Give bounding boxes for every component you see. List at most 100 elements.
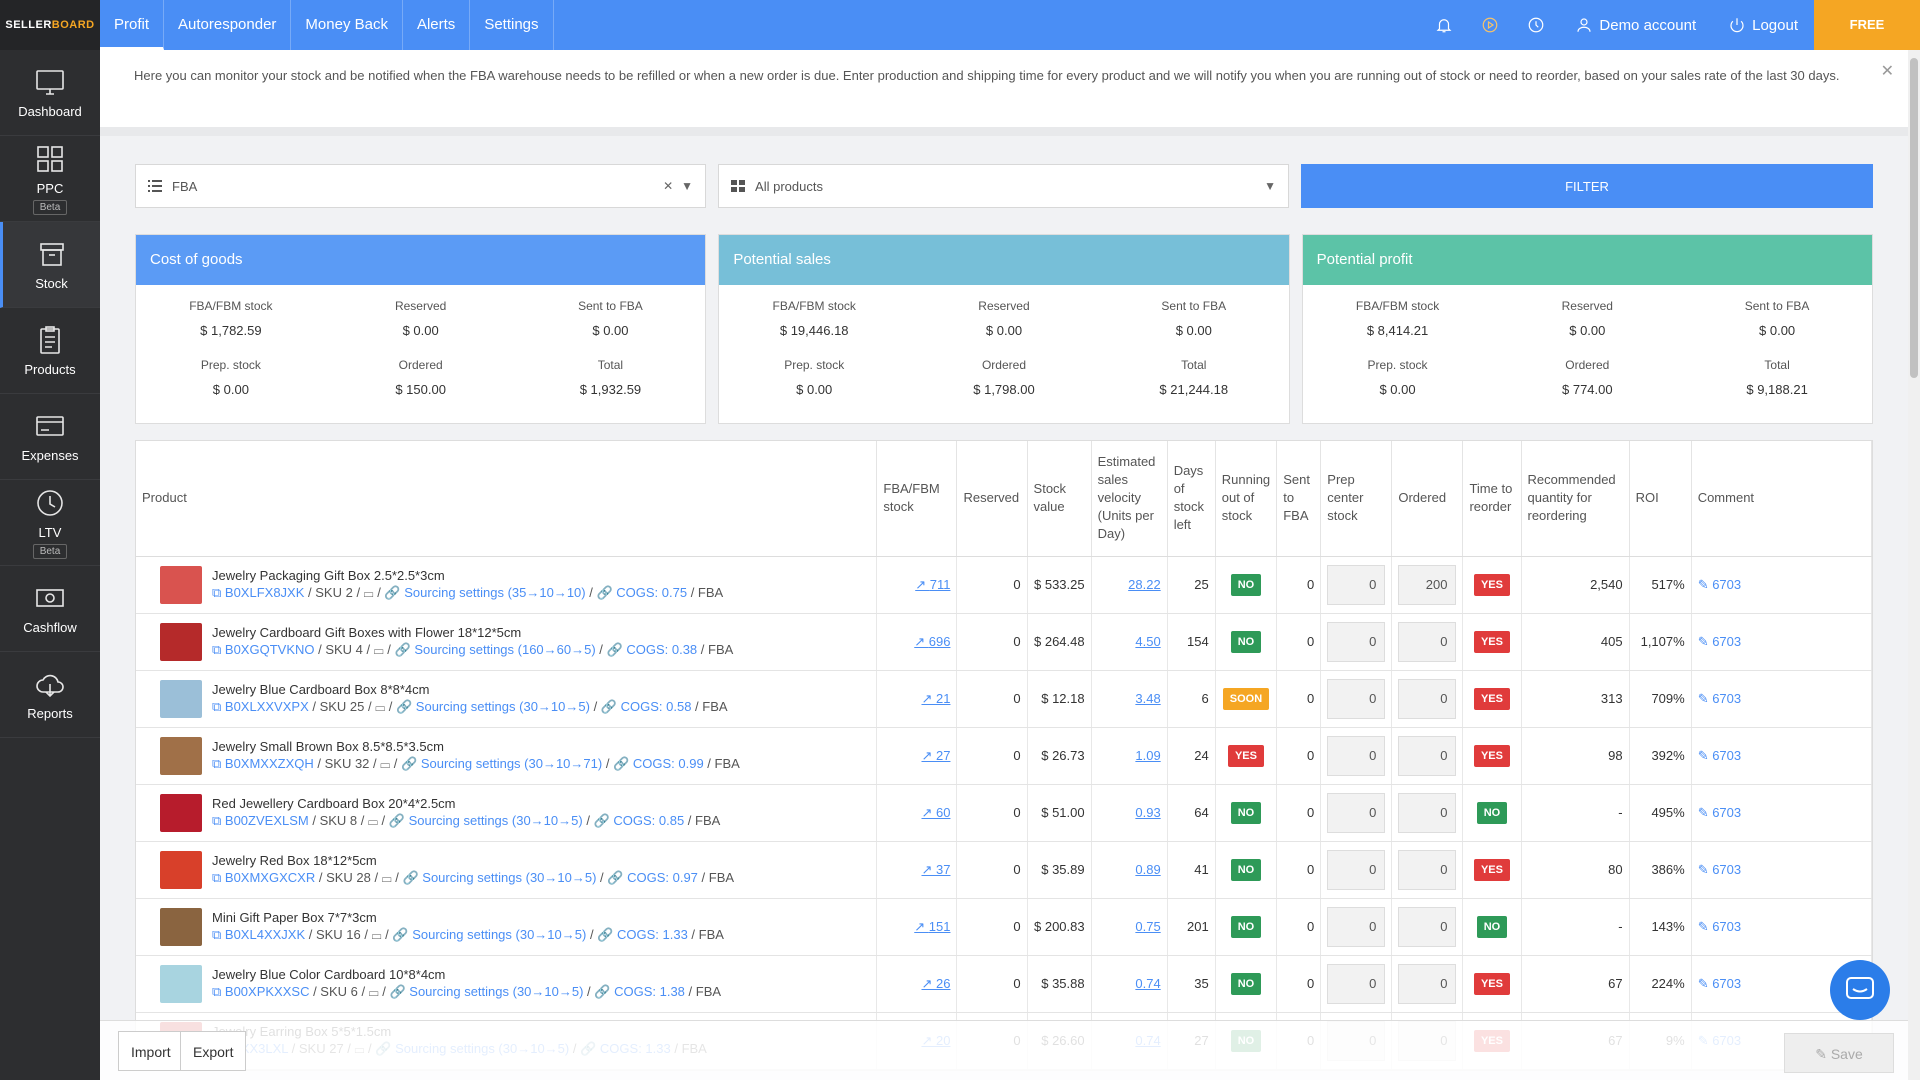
velocity-link[interactable]: 4.50 bbox=[1135, 634, 1161, 649]
sidebar-item-stock[interactable]: Stock bbox=[0, 222, 100, 308]
metric-label: Total bbox=[1764, 358, 1790, 372]
prep-center-stock-input[interactable]: 0 bbox=[1327, 963, 1386, 1004]
asin-link[interactable]: ⧉ B0XMXGXCXR bbox=[212, 870, 316, 885]
ordered-input[interactable]: 0 bbox=[1398, 849, 1457, 890]
asin-link[interactable]: ⧉ B00XPKXXSC bbox=[212, 984, 310, 999]
logout-link[interactable]: Logout bbox=[1712, 16, 1814, 34]
column-header[interactable]: Estimated sales velocity (Units per Day) bbox=[1091, 441, 1168, 557]
velocity-link[interactable]: 1.09 bbox=[1135, 748, 1161, 763]
prep-center-stock-input[interactable]: 0 bbox=[1327, 792, 1386, 833]
ordered-input[interactable]: 0 bbox=[1398, 963, 1457, 1004]
sourcing-settings-link[interactable]: 🔗 Sourcing settings (30→10→5) bbox=[395, 699, 590, 714]
asin-link[interactable]: ⧉ B0XL4XXJXK bbox=[212, 927, 306, 942]
stock-history-link[interactable]: ↗ 711 bbox=[915, 576, 951, 592]
clock-icon[interactable] bbox=[1527, 16, 1545, 34]
sidebar-item-cashflow[interactable]: Cashflow bbox=[0, 566, 100, 652]
cogs-link[interactable]: 🔗 COGS: 0.85 bbox=[593, 813, 685, 828]
products-select[interactable]: All products ▼ bbox=[718, 164, 1290, 208]
stock-history-link[interactable]: ↗ 21 bbox=[921, 690, 951, 706]
ordered-input[interactable]: 0 bbox=[1398, 621, 1457, 662]
sourcing-settings-link[interactable]: 🔗 Sourcing settings (30→10→71) bbox=[401, 756, 603, 771]
ordered-input[interactable]: 0 bbox=[1398, 735, 1457, 776]
cogs-link[interactable]: 🔗 COGS: 0.75 bbox=[596, 585, 688, 600]
chevron-down-icon[interactable]: ▼ bbox=[1264, 179, 1277, 193]
play-icon[interactable] bbox=[1481, 16, 1499, 34]
sourcing-settings-link[interactable]: 🔗 Sourcing settings (30→10→5) bbox=[388, 813, 583, 828]
tab-money-back[interactable]: Money Back bbox=[291, 0, 403, 50]
free-trial-button[interactable]: FREE TRIAL bbox=[1814, 0, 1920, 82]
comment-link[interactable]: ✎ 6703 bbox=[1697, 861, 1742, 877]
comment-link[interactable]: ✎ 6703 bbox=[1697, 690, 1742, 706]
sourcing-settings-link[interactable]: 🔗 Sourcing settings (35→10→10) bbox=[384, 585, 586, 600]
ordered-input[interactable]: 200 bbox=[1398, 564, 1457, 605]
sourcing-settings-link[interactable]: 🔗 Sourcing settings (30→10→5) bbox=[392, 927, 587, 942]
comment-link[interactable]: ✎ 6703 bbox=[1697, 918, 1742, 934]
cogs-link[interactable]: 🔗 COGS: 0.58 bbox=[600, 699, 692, 714]
velocity-link[interactable]: 3.48 bbox=[1135, 691, 1161, 706]
save-button[interactable]: ✎ Save bbox=[1784, 1033, 1894, 1073]
tab-profit[interactable]: Profit bbox=[100, 0, 165, 50]
comment-link[interactable]: ✎ 6703 bbox=[1697, 747, 1742, 763]
stock-history-link[interactable]: ↗ 26 bbox=[921, 975, 951, 991]
cogs-link[interactable]: 🔗 COGS: 1.33 bbox=[597, 927, 688, 942]
stock-history-link[interactable]: ↗ 37 bbox=[921, 861, 951, 877]
asin-link[interactable]: ⧉ B0XLXXVXPX bbox=[212, 699, 309, 714]
reserved-value: 0 bbox=[956, 955, 1028, 1013]
velocity-link[interactable]: 0.89 bbox=[1135, 862, 1161, 877]
asin-link[interactable]: ⧉ B0XMXXZXQH bbox=[212, 756, 314, 771]
scrollbar-thumb[interactable] bbox=[1910, 58, 1918, 378]
tab-settings[interactable]: Settings bbox=[470, 0, 554, 50]
cogs-link[interactable]: 🔗 COGS: 1.38 bbox=[594, 984, 685, 999]
velocity-link[interactable]: 0.93 bbox=[1135, 805, 1161, 820]
tab-autoresponder[interactable]: Autoresponder bbox=[164, 0, 292, 50]
prep-center-stock-input[interactable]: 0 bbox=[1327, 678, 1386, 719]
prep-center-stock-input[interactable]: 0 bbox=[1327, 849, 1386, 890]
prep-center-stock-input[interactable]: 0 bbox=[1327, 735, 1386, 776]
cogs-link[interactable]: 🔗 COGS: 0.97 bbox=[607, 870, 698, 885]
sidebar-item-reports[interactable]: Reports bbox=[0, 652, 100, 738]
sidebar-item-ltv[interactable]: LTV Beta bbox=[0, 480, 100, 566]
sidebar-item-expenses[interactable]: Expenses bbox=[0, 394, 100, 480]
ordered-input[interactable]: 0 bbox=[1398, 678, 1457, 719]
stock-history-link[interactable]: ↗ 27 bbox=[921, 747, 951, 763]
export-button[interactable]: Export bbox=[180, 1031, 247, 1071]
import-button[interactable]: Import bbox=[118, 1031, 184, 1071]
sidebar-item-ppc[interactable]: PPC Beta bbox=[0, 136, 100, 222]
tab-alerts[interactable]: Alerts bbox=[403, 0, 471, 50]
prep-center-stock-input[interactable]: 0 bbox=[1327, 906, 1386, 947]
ordered-input[interactable]: 0 bbox=[1398, 792, 1457, 833]
demo-account-link[interactable]: Demo account bbox=[1559, 16, 1712, 34]
asin-link[interactable]: ⧉ B0XGQTVKNO bbox=[212, 642, 315, 657]
bell-icon[interactable] bbox=[1435, 16, 1453, 34]
close-icon[interactable]: ✕ bbox=[1880, 63, 1894, 80]
stock-history-link[interactable]: ↗ 151 bbox=[914, 918, 951, 934]
fulfillment-select[interactable]: FBA ✕ ▼ bbox=[135, 164, 707, 208]
sidebar-item-products[interactable]: Products bbox=[0, 308, 100, 394]
prep-center-stock-input[interactable]: 0 bbox=[1327, 621, 1386, 662]
chevron-down-icon[interactable]: ▼ bbox=[681, 179, 694, 193]
sourcing-settings-link[interactable]: 🔗 Sourcing settings (30→10→5) bbox=[402, 870, 597, 885]
stock-history-link[interactable]: ↗ 60 bbox=[921, 804, 951, 820]
chat-button[interactable] bbox=[1830, 960, 1890, 1020]
sourcing-settings-link[interactable]: 🔗 Sourcing settings (160→60→5) bbox=[394, 642, 596, 657]
prep-center-stock-input[interactable]: 0 bbox=[1327, 564, 1386, 605]
brand-logo[interactable]: SELLER BOARD bbox=[0, 0, 100, 50]
cogs-link[interactable]: 🔗 COGS: 0.38 bbox=[606, 642, 698, 657]
cogs-link[interactable]: 🔗 COGS: 0.99 bbox=[613, 756, 704, 771]
filter-button[interactable]: FILTER bbox=[1301, 164, 1873, 208]
clear-icon[interactable]: ✕ bbox=[663, 179, 674, 193]
ordered-input[interactable]: 0 bbox=[1398, 906, 1457, 947]
velocity-link[interactable]: 0.75 bbox=[1135, 919, 1161, 934]
scrollbar[interactable] bbox=[1908, 50, 1920, 1080]
velocity-link[interactable]: 28.22 bbox=[1128, 577, 1161, 592]
comment-link[interactable]: ✎ 6703 bbox=[1697, 576, 1742, 592]
asin-link[interactable]: ⧉ B00ZVEXLSM bbox=[212, 813, 309, 828]
sourcing-settings-link[interactable]: 🔗 Sourcing settings (30→10→5) bbox=[389, 984, 584, 999]
sidebar-item-dashboard[interactable]: Dashboard bbox=[0, 50, 100, 136]
comment-link[interactable]: ✎ 6703 bbox=[1697, 804, 1742, 820]
asin-link[interactable]: ⧉ B0XLFX8JXK bbox=[212, 585, 305, 600]
stock-history-link[interactable]: ↗ 696 bbox=[914, 633, 951, 649]
comment-link[interactable]: ✎ 6703 bbox=[1697, 975, 1742, 991]
velocity-link[interactable]: 0.74 bbox=[1135, 976, 1161, 991]
comment-link[interactable]: ✎ 6703 bbox=[1697, 633, 1742, 649]
